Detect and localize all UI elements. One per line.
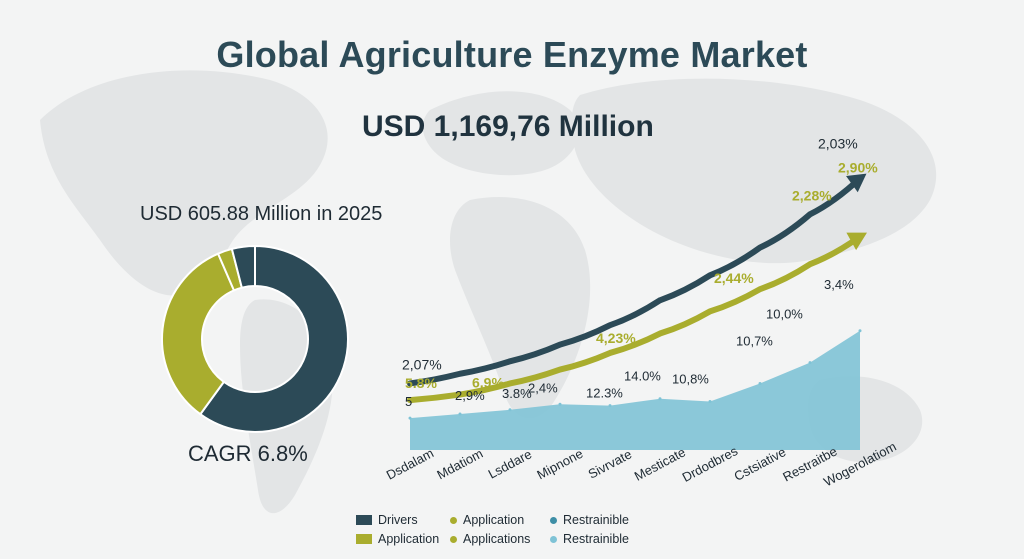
- area-point: [558, 402, 562, 406]
- data-label: 2,4%: [528, 380, 558, 395]
- area-point: [858, 329, 862, 333]
- data-label: 10,0%: [766, 307, 803, 322]
- legend-item: Application: [356, 532, 439, 546]
- data-label: 2,90%: [838, 160, 878, 176]
- legend-label: Applications: [463, 532, 531, 546]
- donut-chart: [161, 244, 349, 433]
- area-point: [758, 381, 762, 385]
- data-label: 10,8%: [672, 371, 709, 386]
- legend-swatch: [550, 535, 557, 543]
- donut-value-label: USD 605.88 Million in 2025: [140, 203, 383, 225]
- legend-swatch: [356, 515, 372, 525]
- line-series-1: [407, 233, 863, 404]
- data-label: 4,23%: [596, 330, 636, 346]
- data-label: 12.3%: [586, 386, 623, 401]
- legend-item: Applications: [450, 532, 530, 546]
- data-label: 2,9%: [455, 388, 485, 403]
- x-tick-label: Mdatiom: [434, 446, 485, 483]
- page-title: Global Agriculture Enzyme Market: [216, 34, 808, 75]
- legend-item: Application: [450, 513, 524, 527]
- donut-slice-1: [161, 252, 236, 416]
- data-label: 3.8%: [502, 386, 532, 401]
- area-point: [458, 412, 462, 416]
- area-point: [808, 361, 812, 365]
- data-label: 3,4%: [824, 277, 854, 292]
- data-label: 5.8%: [405, 375, 437, 391]
- x-tick-label: Sivrvate: [586, 446, 635, 481]
- area-point: [508, 408, 512, 412]
- line-series-0: [407, 175, 863, 387]
- legend-label: Application: [463, 513, 525, 527]
- legend-item: Restrainible: [550, 513, 629, 527]
- donut-slice-3: [230, 244, 256, 289]
- legend-label: Restrainible: [563, 532, 630, 546]
- legend-label: Restrainible: [563, 513, 630, 527]
- data-label: 6,9%: [472, 374, 504, 390]
- area-point: [658, 397, 662, 401]
- chart-legend: Drivers Application Restrainible Applica…: [356, 513, 656, 553]
- donut-slice-0: [198, 244, 349, 433]
- data-label: 2,07%: [402, 356, 442, 372]
- data-label: 14.0%: [624, 369, 661, 384]
- line-chart: 2,07% 2,03% 5.8% 6,9% 4,23% 2,44% 2,28% 2,90% 5 2…: [384, 135, 899, 489]
- legend-swatch: [550, 516, 557, 524]
- area-series: [410, 330, 860, 450]
- data-label: 2,03%: [818, 135, 858, 151]
- area-point: [708, 399, 712, 403]
- area-point: [408, 416, 412, 420]
- cagr-label: CAGR 6.8%: [188, 441, 308, 466]
- legend-item: Drivers: [356, 513, 418, 527]
- legend-swatch: [356, 534, 372, 544]
- line-arrowhead-1: [846, 232, 867, 251]
- legend-label: Application: [378, 532, 440, 546]
- data-label: 2,44%: [714, 270, 754, 286]
- area-point: [608, 404, 612, 408]
- legend-item: Restrainible: [550, 532, 629, 546]
- x-tick-label: Mesticate: [632, 444, 688, 483]
- x-tick-label: Mipnone: [534, 446, 585, 483]
- legend-swatch: [450, 535, 457, 543]
- x-tick-label: Lsddare: [486, 446, 535, 481]
- x-tick-label: Dsdalam: [384, 445, 436, 482]
- data-label: 10,7%: [736, 333, 773, 348]
- data-label: 5: [405, 394, 412, 409]
- legend-swatch: [450, 516, 457, 524]
- x-tick-label: Cstsiative: [731, 444, 788, 484]
- line-arrowhead-0: [846, 173, 867, 193]
- headline-value: USD 1,169,76 Million: [362, 110, 654, 143]
- data-label: 2,28%: [792, 188, 832, 204]
- legend-label: Drivers: [378, 513, 418, 527]
